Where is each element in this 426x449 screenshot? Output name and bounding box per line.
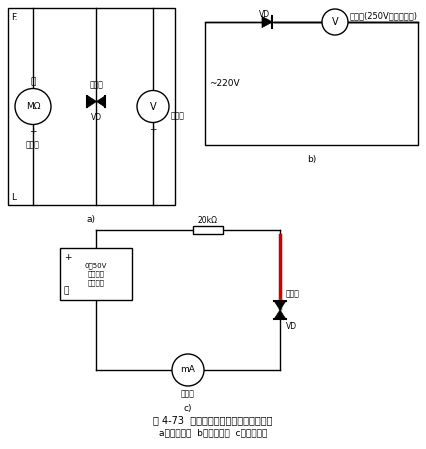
Text: 图 4-73  双向触发二极管转折电压的检测: 图 4-73 双向触发二极管转折电压的检测 (153, 415, 272, 425)
Text: V: V (331, 17, 337, 27)
Text: V: V (150, 101, 156, 111)
Text: 万用表: 万用表 (181, 389, 195, 398)
Text: ~220V: ~220V (208, 79, 239, 88)
Bar (204, 22, 417, 145)
Polygon shape (273, 301, 285, 310)
Text: －: － (64, 286, 69, 295)
Polygon shape (262, 17, 272, 27)
Text: F.: F. (11, 13, 17, 22)
Text: 万用表: 万用表 (170, 111, 184, 120)
Circle shape (15, 88, 51, 124)
Text: －: － (30, 78, 36, 87)
Polygon shape (87, 96, 96, 107)
Text: 兆欧表: 兆欧表 (26, 141, 40, 150)
Text: VD: VD (285, 322, 296, 331)
Bar (193, 226, 222, 234)
Text: 20kΩ: 20kΩ (198, 216, 218, 225)
Text: VD: VD (259, 10, 270, 19)
Circle shape (321, 9, 347, 35)
Text: c): c) (183, 404, 192, 413)
Text: MΩ: MΩ (26, 102, 40, 111)
Text: +: + (29, 127, 37, 136)
Text: 万用表(250V交流电压档): 万用表(250V交流电压档) (349, 11, 417, 20)
Circle shape (172, 354, 204, 386)
Text: b): b) (306, 155, 315, 164)
Bar (8, 8, 175, 205)
Text: +: + (64, 253, 71, 262)
Text: 0～50V
连续可调
直流电源: 0～50V 连续可调 直流电源 (85, 262, 107, 286)
Text: a): a) (87, 215, 96, 224)
Text: mA: mA (180, 365, 195, 374)
Text: +: + (149, 124, 156, 133)
Text: 被测管: 被测管 (89, 80, 103, 89)
Text: a）方法之一  b）方法之二  c）方法之三: a）方法之一 b）方法之二 c）方法之三 (158, 428, 267, 437)
Polygon shape (96, 96, 105, 107)
Polygon shape (273, 310, 285, 319)
Text: 被测管: 被测管 (285, 289, 299, 298)
Text: L: L (11, 193, 16, 202)
Circle shape (137, 91, 169, 123)
Text: VD: VD (91, 113, 102, 122)
Bar (60, 248, 132, 300)
